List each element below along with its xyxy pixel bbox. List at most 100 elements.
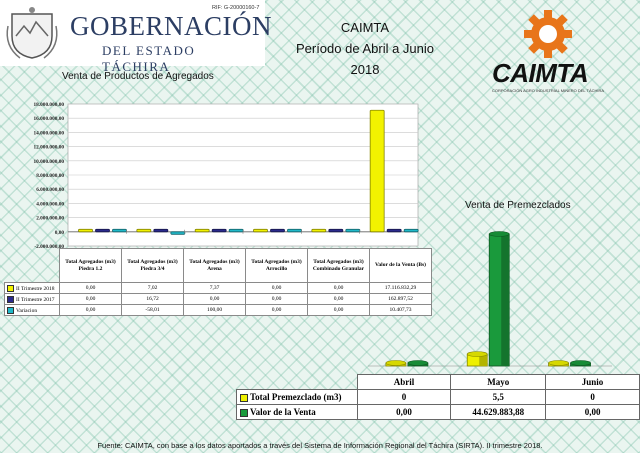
- table-cell: 0,00: [245, 282, 308, 294]
- legend-key-cell: Total Premezclado (m3): [236, 389, 358, 405]
- col-header: Total Agregados (m3) Arrocillo: [245, 248, 308, 283]
- logo-wordmark: CAIMTA: [492, 58, 589, 88]
- series-name: Total Premezclado (m3): [250, 392, 342, 402]
- bar-top: [466, 351, 488, 357]
- table-row: II Trimestre 2017 0,00 16,72 0,00 0,00 0…: [4, 293, 432, 305]
- bar: [328, 228, 344, 233]
- gear-icon: [524, 10, 572, 58]
- y-tick-label: -2.000.000,00: [34, 244, 64, 250]
- bar-top: [407, 360, 429, 366]
- legend-swatch: [7, 284, 14, 292]
- series-name: Variacion: [16, 307, 38, 314]
- legend-swatch: [7, 306, 14, 314]
- col-header: Mayo: [450, 374, 547, 390]
- bar-top: [570, 360, 591, 366]
- table-cell: 0,00: [356, 404, 452, 420]
- col-header: Total Agregados (m3) Arena: [183, 248, 246, 283]
- table-cell: -58,01: [121, 304, 184, 316]
- table-cell: 0: [545, 389, 640, 405]
- bar-top: [488, 231, 510, 237]
- col-header: Abril: [356, 374, 452, 390]
- table-row: Variacion 0,00 -58,01 100,00 0,00 0,00 1…: [4, 304, 432, 316]
- table-cell: 44.629.883,88: [450, 404, 547, 420]
- table-cell: 0,00: [59, 304, 122, 316]
- agregados-data-table: Total Agregados (m3) Piedra 1.2 Total Ag…: [4, 248, 432, 316]
- bar: [403, 228, 419, 233]
- table-cell: 17.116.832,29: [369, 282, 432, 294]
- bar: [287, 228, 302, 233]
- source-footnote: Fuente: CAIMTA, con base a los datos apo…: [97, 441, 543, 450]
- table-cell: 0,00: [545, 404, 640, 420]
- y-tick-label: 14.000.000,00: [34, 130, 65, 136]
- bar: [153, 228, 169, 233]
- y-tick-label: 4.000.000,00: [36, 201, 64, 207]
- y-tick-label: 2.000.000,00: [36, 216, 64, 222]
- table-cell: 10.407,73: [369, 304, 432, 316]
- table-cell: 16,72: [121, 293, 184, 305]
- report-title: CAIMTA Período de Abril a Junio 2018: [290, 17, 440, 80]
- bar: [369, 109, 385, 233]
- table-cell: 0,00: [59, 282, 122, 294]
- legend-key-cell: II Trimestre 2018: [4, 282, 60, 294]
- table-cell: 0,00: [307, 293, 370, 305]
- series-name: II Trimestre 2018: [16, 285, 55, 292]
- bar: [170, 231, 186, 235]
- chart1-title: Venta de Productos de Agregados: [62, 71, 214, 82]
- col-header: Total Agregados (m3) Piedra 3/4: [121, 248, 184, 283]
- table-cell: 0,00: [183, 293, 246, 305]
- table-cell: 7,37: [183, 282, 246, 294]
- logo-tagline: CORPORACIÓN AGRO INDUSTRIAL MINERO DEL T…: [492, 88, 605, 93]
- y-tick-label: 8.000.000,00: [36, 173, 64, 179]
- bar: [311, 228, 327, 233]
- table-cell: 0,00: [245, 293, 308, 305]
- table-cell: 0,00: [307, 282, 370, 294]
- gobernacion-banner: RIF: G-20000160-7 GOBERNACIÓN DEL ESTADO…: [0, 0, 272, 74]
- premezclados-data-table: Abril Mayo Junio Total Premezclado (m3) …: [236, 374, 640, 420]
- y-tick-label: 18.000.000,00: [34, 102, 65, 108]
- col-header: Junio: [545, 374, 640, 390]
- col-header: Total Agregados (m3) Piedra 1.2: [59, 248, 122, 283]
- table-cell: 0,00: [307, 304, 370, 316]
- rif-label: RIF: G-20000160-7: [212, 5, 260, 11]
- gobernacion-title: GOBERNACIÓN: [70, 11, 273, 41]
- y-tick-label: 10.000.000,00: [34, 159, 65, 165]
- table-cell: 162.897,52: [369, 293, 432, 305]
- table-cell: 0: [356, 389, 452, 405]
- y-tick-label: 16.000.000,00: [34, 116, 65, 122]
- bar: [211, 228, 227, 233]
- bar: [136, 228, 152, 233]
- y-tick-label: 0,00: [55, 230, 65, 236]
- series-name: Valor de la Venta: [250, 407, 316, 417]
- series-name: II Trimestre 2017: [16, 296, 55, 303]
- bar: [345, 228, 361, 233]
- table-cell: 0,00: [59, 293, 122, 305]
- bar-shade: [501, 234, 510, 366]
- table-cell: 5,5: [450, 389, 547, 405]
- legend-swatch: [240, 393, 248, 402]
- bar: [194, 228, 210, 233]
- title-period: Período de Abril a Junio 2018: [295, 41, 435, 77]
- caimta-logo: CAIMTA CORPORACIÓN AGRO INDUSTRIAL MINER…: [492, 8, 605, 93]
- table-cell: 100,00: [183, 304, 246, 316]
- table-row: Valor de la Venta 0,00 44.629.883,88 0,0…: [236, 404, 640, 420]
- bar: [270, 228, 285, 233]
- table-cell: 7,02: [121, 282, 184, 294]
- bar: [253, 228, 268, 233]
- bar: [78, 228, 93, 233]
- bar-top: [548, 360, 569, 366]
- table-row: Total Premezclado (m3) 0 5,5 0: [236, 389, 640, 405]
- col-header: Total Agregados (m3) Combinado Granular: [307, 248, 370, 283]
- y-tick-label: 12.000.000,00: [34, 145, 65, 151]
- state-crest-icon: [6, 7, 58, 59]
- bar-shade: [479, 354, 488, 366]
- bar-top: [385, 360, 407, 366]
- bar: [386, 228, 402, 233]
- legend-key-cell: Valor de la Venta: [236, 404, 358, 420]
- chart2-title: Venta de Premezclados: [465, 200, 571, 211]
- table-row: II Trimestre 2018 0,00 7,02 7,37 0,00 0,…: [4, 282, 432, 294]
- gobernacion-subtitle: DEL ESTADO TÁCHIRA: [102, 43, 196, 74]
- legend-swatch: [240, 408, 248, 417]
- bar: [112, 228, 127, 233]
- legend-swatch: [7, 295, 14, 303]
